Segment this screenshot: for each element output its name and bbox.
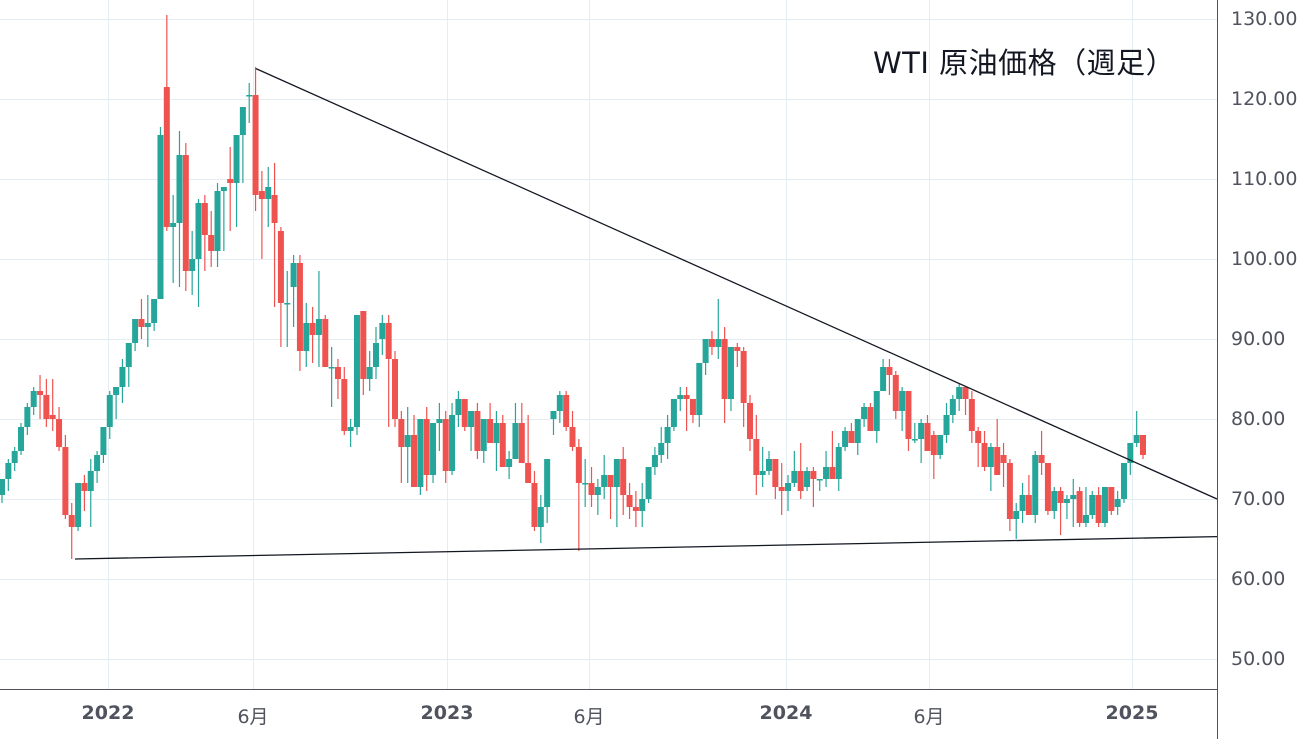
- candlestick-chart[interactable]: [0, 0, 1217, 689]
- candles: [0, 15, 1146, 559]
- time-label: 2025: [1105, 702, 1159, 724]
- time-axis[interactable]: 2022 6月 2023 6月 2024 6月 2025: [0, 689, 1217, 739]
- price-label: 90.00: [1231, 328, 1286, 350]
- chart-plot-area[interactable]: WTI 原油価格（週足）: [0, 0, 1217, 689]
- chart-title: WTI 原油価格（週足）: [873, 46, 1176, 80]
- price-label: 50.00: [1231, 648, 1286, 670]
- grid-lines: [0, 0, 1217, 689]
- price-label: 130.00: [1231, 8, 1298, 30]
- price-label: 110.00: [1231, 168, 1298, 190]
- price-label: 80.00: [1231, 408, 1286, 430]
- time-label: 2022: [81, 702, 135, 724]
- time-label: 2023: [420, 702, 474, 724]
- price-label: 100.00: [1231, 248, 1298, 270]
- time-label: 6月: [237, 706, 269, 728]
- time-label: 6月: [913, 706, 945, 728]
- price-label: 120.00: [1231, 88, 1298, 110]
- trendlines: [74, 68, 1217, 560]
- time-label: 6月: [573, 706, 605, 728]
- price-axis[interactable]: 130.00 120.00 110.00 100.00 90.00 80.00 70.00 6…: [1217, 0, 1315, 739]
- price-label: 60.00: [1231, 568, 1286, 590]
- price-label: 70.00: [1231, 488, 1286, 510]
- time-label: 2024: [759, 702, 813, 724]
